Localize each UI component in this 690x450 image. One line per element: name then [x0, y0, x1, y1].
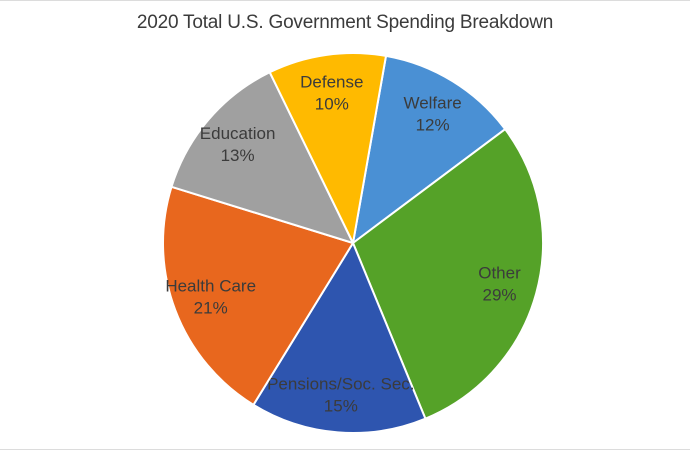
pie-slice-education [170, 71, 354, 244]
slice-label-health-care: Health Care 21% [165, 277, 256, 318]
slice-label-education: Education 13% [200, 124, 276, 165]
pie-slice-health-care [162, 185, 354, 406]
chart-title: 2020 Total U.S. Government Spending Brea… [136, 12, 554, 33]
pie-slice-defense [268, 52, 387, 244]
slice-label-pensions-soc-sec: Pensions/Soc. Sec. 15% [267, 375, 414, 416]
slice-label-defense: Defense 10% [300, 73, 363, 114]
slice-label-other: Other 29% [478, 263, 521, 304]
pie-slice-welfare [352, 54, 507, 244]
slice-label-welfare: Welfare 12% [403, 94, 461, 135]
pie-slice-other [352, 128, 544, 420]
pie-slice-pensions-soc-sec [252, 242, 427, 434]
